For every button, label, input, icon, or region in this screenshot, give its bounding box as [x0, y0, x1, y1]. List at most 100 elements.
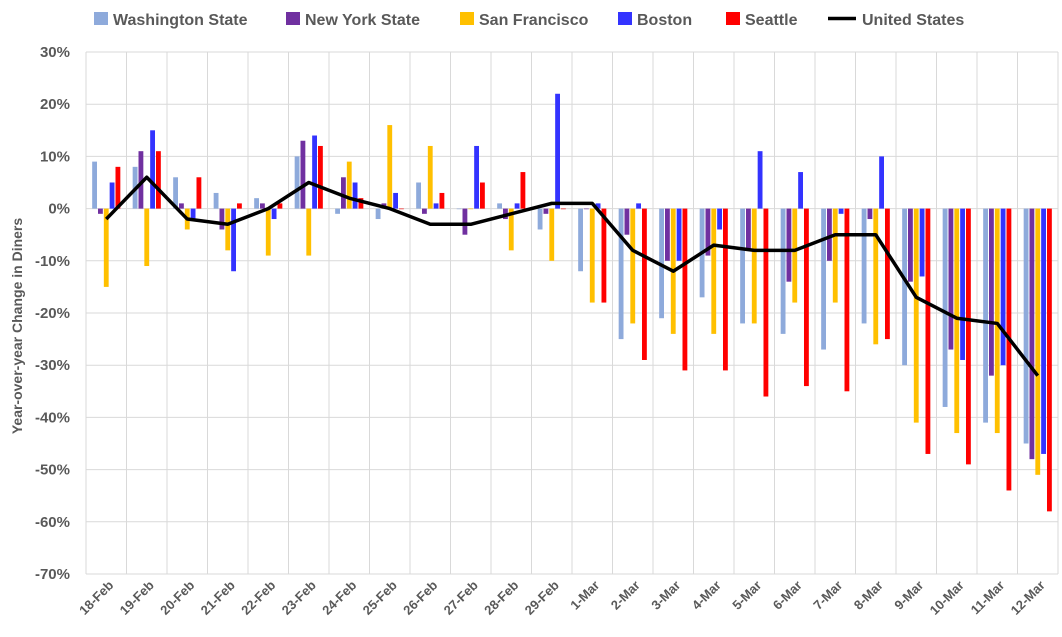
bar-seattle: [398, 208, 404, 210]
bar-boston: [231, 208, 236, 272]
bar-washington-state: [254, 198, 260, 209]
x-tick-label: 29-Feb: [522, 577, 562, 617]
bar-washington-state: [578, 208, 584, 272]
legend-label: Washington State: [113, 12, 248, 29]
y-tick-label: -60%: [35, 514, 70, 531]
bar-boston: [312, 135, 317, 209]
legend-label: New York State: [305, 12, 420, 29]
bar-seattle: [925, 208, 931, 454]
bar-seattle: [1006, 208, 1012, 491]
bar-new-york-state: [260, 203, 265, 209]
bar-new-york-state: [746, 208, 751, 251]
bar-new-york-state: [341, 177, 346, 209]
bar-washington-state: [983, 208, 989, 423]
bar-boston: [595, 203, 601, 209]
y-axis-title: Year-over-year Change in Diners: [9, 218, 25, 435]
bar-seattle: [560, 208, 566, 210]
bar-new-york-state: [827, 208, 832, 261]
x-tick-label: 25-Feb: [360, 577, 400, 617]
bar-seattle: [682, 208, 688, 371]
x-tick-label: 21-Feb: [198, 577, 238, 617]
bar-seattle: [479, 182, 485, 209]
bar-san-francisco: [346, 161, 352, 209]
bar-new-york-state: [1029, 208, 1035, 460]
bar-san-francisco: [711, 208, 717, 334]
bar-washington-state: [335, 208, 341, 214]
legend-swatch: [618, 12, 632, 25]
x-tick-label: 8-Mar: [851, 578, 886, 613]
bar-washington-state: [537, 208, 543, 230]
bar-boston: [150, 130, 155, 209]
bar-new-york-state: [300, 140, 306, 209]
bar-boston: [919, 208, 925, 277]
bar-washington-state: [416, 182, 422, 209]
y-tick-label: 10%: [40, 148, 70, 165]
y-tick-label: 20%: [40, 96, 70, 113]
legend-label: San Francisco: [479, 12, 589, 29]
bar-san-francisco: [913, 208, 919, 423]
x-tick-label: 28-Feb: [481, 577, 521, 617]
x-tick-label: 18-Feb: [76, 577, 116, 617]
bar-new-york-state: [138, 151, 144, 209]
bar-san-francisco: [225, 208, 231, 251]
legend-label: United States: [862, 12, 964, 29]
bar-san-francisco: [630, 208, 636, 324]
bar-seattle: [641, 208, 647, 360]
bar-san-francisco: [144, 208, 150, 267]
bar-boston: [514, 203, 520, 209]
y-tick-label: -20%: [35, 305, 70, 322]
bar-new-york-state: [989, 208, 994, 376]
bar-new-york-state: [422, 208, 427, 214]
bar-seattle: [115, 166, 121, 209]
x-tick-label: 24-Feb: [319, 577, 359, 617]
x-tick-label: 20-Feb: [157, 577, 197, 617]
x-tick-label: 26-Feb: [400, 577, 440, 617]
bar-seattle: [884, 208, 890, 340]
x-tick-label: 22-Feb: [238, 577, 278, 617]
bar-boston: [393, 192, 398, 209]
bar-new-york-state: [219, 208, 225, 230]
bar-washington-state: [861, 208, 867, 324]
bar-boston: [636, 203, 641, 209]
bar-new-york-state: [908, 208, 913, 282]
x-tick-label: 19-Feb: [117, 577, 157, 617]
bar-san-francisco: [508, 208, 514, 251]
bar-san-francisco: [468, 208, 474, 210]
bar-boston: [271, 208, 277, 220]
bar-seattle: [722, 208, 728, 371]
bar-san-francisco: [306, 208, 312, 256]
bar-seattle: [317, 145, 323, 209]
bar-seattle: [155, 151, 161, 209]
line-united-states: [104, 175, 1040, 377]
bar-boston: [717, 208, 722, 230]
bar-new-york-state: [948, 208, 954, 350]
bar-washington-state: [497, 203, 503, 209]
x-tick-label: 10-Mar: [927, 578, 967, 618]
bar-san-francisco: [265, 208, 271, 256]
bar-boston: [474, 145, 479, 209]
y-tick-label: -30%: [35, 357, 70, 374]
bar-san-francisco: [751, 208, 757, 324]
bar-new-york-state: [462, 208, 468, 235]
x-tick-label: 2-Mar: [608, 578, 643, 613]
bar-san-francisco: [994, 208, 1000, 434]
bar-san-francisco: [954, 208, 960, 434]
y-tick-label: -70%: [35, 566, 70, 583]
y-tick-label: -10%: [35, 253, 70, 270]
y-tick-label: 30%: [40, 44, 70, 61]
bar-boston: [798, 172, 803, 209]
bar-new-york-state: [867, 208, 873, 220]
bar-washington-state: [821, 208, 827, 350]
bar-seattle: [1046, 208, 1052, 512]
bar-washington-state: [294, 156, 300, 209]
y-tick-label: -40%: [35, 409, 70, 426]
bar-seattle: [277, 203, 283, 209]
x-tick-label: 23-Feb: [279, 577, 319, 617]
bar-boston: [676, 208, 682, 261]
bar-washington-state: [902, 208, 908, 366]
bar-new-york-state: [786, 208, 792, 282]
bar-seattle: [803, 208, 809, 387]
bar-san-francisco: [103, 208, 109, 287]
bar-washington-state: [173, 177, 179, 209]
